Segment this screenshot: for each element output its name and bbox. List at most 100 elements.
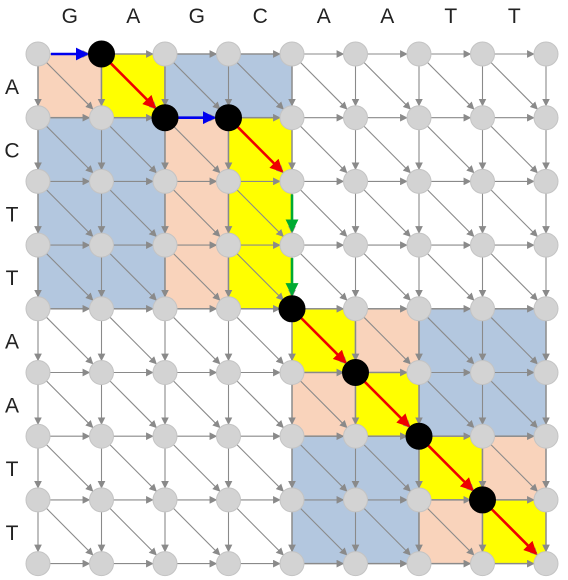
diagonal-edge	[363, 444, 411, 492]
top-sequence-letter: A	[317, 5, 331, 28]
diagonal-edge	[46, 62, 94, 110]
grid-node	[279, 105, 305, 131]
alignment-path	[51, 47, 538, 555]
grid-node	[152, 360, 178, 385]
grid-node	[279, 232, 305, 258]
grid-node	[89, 423, 114, 449]
grid-node	[533, 360, 559, 385]
diagonal-edge	[46, 380, 94, 429]
diagonal-edge	[427, 508, 475, 556]
diagonal-edge	[363, 62, 411, 110]
grid-node	[25, 360, 51, 385]
diagonal-edge	[300, 444, 348, 492]
diagonal-edge	[363, 125, 411, 174]
diagonal-step-arrow	[300, 317, 347, 364]
top-sequence-letter: G	[189, 5, 205, 28]
grid-node	[216, 360, 241, 385]
grid-node	[343, 423, 368, 449]
diagonal-step-arrow	[109, 62, 157, 109]
grid-node	[470, 105, 495, 131]
diagonal-edge	[173, 317, 221, 365]
diagonal-edge	[427, 253, 475, 301]
diagonal-edge	[109, 508, 157, 556]
diagonal-edge	[427, 62, 475, 110]
grid-node	[25, 487, 51, 513]
left-sequence-letter: T	[6, 522, 19, 545]
left-sequence-letter: T	[6, 458, 19, 481]
grid-node	[279, 487, 305, 513]
diagonal-edge	[173, 444, 221, 492]
grid-node	[470, 232, 495, 258]
sequence-labels: G A G C A A T T A C T T A A T T	[4, 5, 520, 545]
path-node	[469, 486, 496, 514]
grid-node	[406, 360, 432, 385]
top-sequence-letter: A	[126, 5, 140, 28]
top-sequence-letter: C	[253, 5, 268, 28]
path-node	[88, 40, 115, 68]
diagonal-edge	[173, 62, 221, 110]
grid-node	[25, 551, 51, 577]
diagonal-step-arrow	[363, 380, 411, 428]
diagonal-edge	[173, 189, 221, 238]
grid-node	[533, 232, 559, 258]
diagonal-edge	[490, 444, 538, 492]
diagonal-edge	[236, 189, 284, 238]
diagonal-edge	[46, 444, 94, 492]
diagonal-edge	[363, 317, 411, 365]
diagonal-edge	[300, 125, 348, 174]
diagonal-edge	[427, 189, 475, 238]
left-sequence-letter: T	[6, 203, 19, 226]
grid-node	[216, 487, 241, 513]
grid-node	[25, 232, 51, 258]
grid-node	[279, 168, 305, 194]
grid-node	[216, 232, 241, 258]
grid-node	[533, 423, 559, 449]
diagonal-edge	[236, 380, 284, 429]
grid-node	[470, 296, 495, 322]
grid-node	[152, 423, 178, 449]
diagonal-edge	[109, 317, 157, 365]
grid-node	[25, 296, 51, 322]
top-sequence-letter: T	[444, 5, 457, 28]
diagonal-edge	[173, 253, 221, 301]
grid-node	[89, 105, 114, 131]
grid-node	[216, 41, 241, 67]
grid-node	[216, 168, 241, 194]
diagonal-edge	[46, 508, 94, 556]
top-sequence-letter: G	[62, 5, 78, 28]
grid-node	[533, 551, 559, 577]
grid-node	[152, 296, 178, 322]
diagonal-edge	[300, 253, 348, 301]
diagonal-edge	[490, 380, 538, 429]
grid-node	[216, 551, 241, 577]
grid-node	[279, 360, 305, 385]
path-node	[215, 104, 242, 132]
top-sequence-letter: T	[508, 5, 521, 28]
grid-node	[533, 487, 559, 513]
grid-node	[89, 360, 114, 385]
diagonal-edge	[490, 253, 538, 301]
diagonal-edge	[300, 380, 348, 429]
diagonal-edge	[109, 253, 157, 301]
left-sequence-letter: A	[5, 76, 19, 99]
diagonal-edge	[109, 125, 157, 174]
grid-node	[216, 423, 241, 449]
diagonal-edge	[490, 189, 538, 238]
grid-node	[89, 487, 114, 513]
grid-node	[406, 232, 432, 258]
diagonal-edge	[490, 125, 538, 174]
diagonal-edge	[236, 62, 284, 110]
diagonal-step-arrow	[490, 508, 538, 555]
diagonal-edge	[300, 508, 348, 556]
diagonal-edge	[363, 508, 411, 556]
diagonal-edge	[490, 317, 538, 365]
diagonal-step-arrow	[236, 125, 284, 173]
grid-node	[343, 168, 368, 194]
grid-node	[470, 423, 495, 449]
grid-node	[152, 41, 178, 67]
diagonal-step-arrow	[427, 444, 474, 491]
diagonal-edge	[236, 317, 284, 365]
grid-node	[343, 41, 368, 67]
left-sequence-letter: A	[5, 394, 19, 417]
